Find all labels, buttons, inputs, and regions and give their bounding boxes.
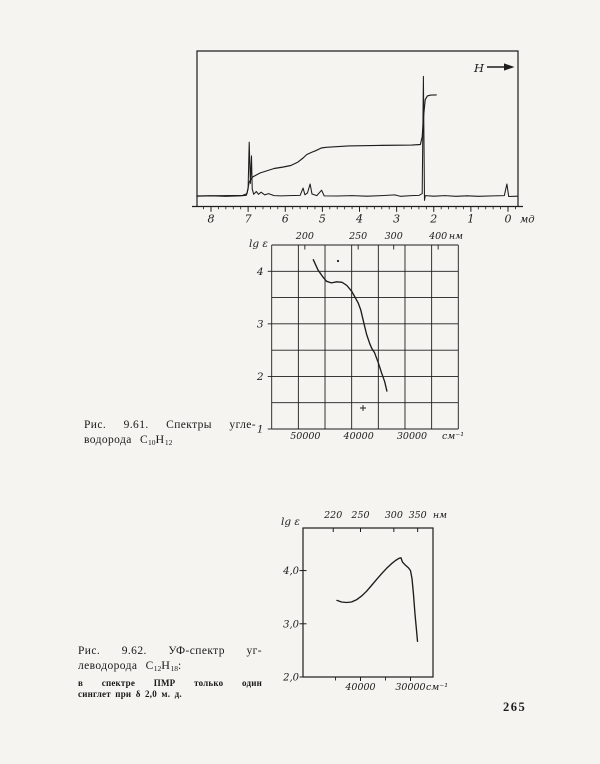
figure-9-62-caption: Рис. 9.62. УФ-спектр уг- леводорода С12Н… [78,645,262,699]
x-axis-tick-label: 8 [208,213,215,226]
y-axis-tick-label: 3,0 [283,619,300,630]
scan-speck [360,405,366,411]
y-axis-title: lg ε [281,516,300,528]
top-axis-tick-label: 300 [385,510,403,521]
chart-frame [196,50,519,207]
x-axis-tick-label: 3 [393,213,400,226]
x-axis-tick-label: 7 [245,213,252,226]
x-axis-tick-label: 1 [467,213,474,226]
nmr-spectrum-figure: 8 7 6 5 4 3 2 1 0 мд Н [190,45,538,230]
top-axis-tick-label: 220 [323,510,342,521]
uv-spectrum-figure-962: 4,0 3,0 2,0 lg ε 220 250 300 350 нм 40000 30000 см⁻… [278,505,470,703]
top-axis-tick-label: 300 [385,231,403,242]
x-axis-unit-label: мд [520,215,535,226]
uv-absorption-curve [312,259,388,392]
bottom-axis-tick-label: 50000 [290,431,320,442]
bottom-axis-unit-label: см⁻¹ [442,431,464,442]
bottom-axis-tick-label: 40000 [344,682,375,693]
bottom-axis-tick-label: 40000 [343,431,374,442]
y-axis-tick-label: 2 [256,371,264,383]
top-axis-tick-label: 250 [350,510,369,521]
top-axis-unit-label: нм [449,231,463,242]
y-axis-tick-label: 1 [257,424,264,436]
scan-speck [336,259,340,263]
page-number: 265 [503,700,527,714]
top-axis-unit-label: нм [433,510,447,521]
caption-note-line: в спектре ПМР только один [78,678,262,688]
uv-spectrum-chart-961: 4 3 2 1 lg ε 200 250 300 400 нм 50000 40000 30000 см⁻… [249,231,464,442]
caption-line: водорода С10Н12 [84,431,173,447]
bottom-axis-unit-label: см⁻¹ [426,682,448,693]
y-axis-tick-label: 3 [257,318,264,330]
nmr-spectrum-chart: 8 7 6 5 4 3 2 1 0 мд Н [192,50,535,226]
top-axis-tick-label: 250 [348,231,367,242]
top-axis-tick-label: 400 [428,231,447,242]
caption-line: леводорода С12Н18: [78,657,182,673]
x-axis-tick-label: 0 [505,213,512,226]
y-axis-title: lg ε [249,238,268,250]
caption-line: Рис. 9.62. УФ-спектр уг- [78,645,262,657]
top-axis-tick-label: 350 [409,510,427,521]
caption-note: в спектре ПМР только один синглет при δ … [78,678,262,699]
figure-9-61-caption: Рис. 9.61. Спектры угле- водорода С10Н12 [84,419,256,449]
x-axis-tick-label: 5 [319,213,326,226]
proton-annotation-label: Н [473,61,485,75]
uv-absorption-curve [336,557,419,642]
x-axis-tick-label: 6 [282,213,289,226]
x-axis-tick-label: 4 [355,213,363,226]
uv-spectrum-figure-961: 4 3 2 1 lg ε 200 250 300 400 нм 50000 40000 30000 см⁻… [245,228,473,446]
chemical-formula: 12Н18 [153,657,178,673]
nmr-spectrum-trace [196,75,518,201]
x-axis-tick-label: 2 [429,213,437,226]
y-axis-tick-label: 2,0 [282,673,300,684]
bottom-axis-tick-label: 30000 [395,682,425,693]
caption-note-line: синглет при δ 2,0 м. д. [78,688,182,699]
nmr-integral-trace [196,94,437,197]
caption-line: Рис. 9.61. Спектры угле- [84,419,256,431]
chemical-formula: 10Н12 [148,431,173,447]
chart-frame [302,527,434,678]
y-axis-tick-label: 4,0 [282,566,300,577]
arrow-head [504,63,515,71]
uv-spectrum-chart-962: 4,0 3,0 2,0 lg ε 220 250 300 350 нм 40000 30000 см⁻… [281,510,448,693]
y-axis-tick-label: 4 [256,266,264,278]
top-axis-tick-label: 200 [295,231,314,242]
bottom-axis-tick-label: 30000 [397,431,427,442]
